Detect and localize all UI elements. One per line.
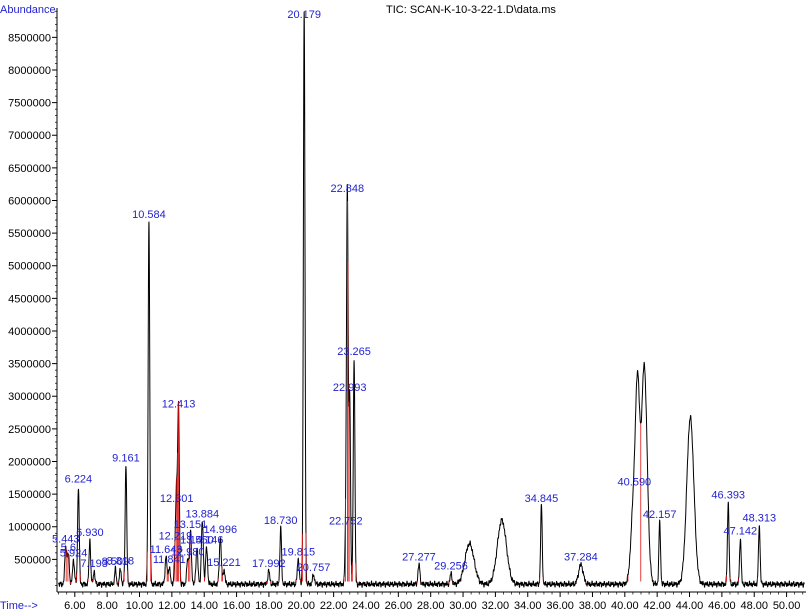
y-tick-label: 1000000 [8, 522, 51, 534]
x-tick-label: 18.00 [255, 600, 283, 612]
x-tick-label: 22.00 [320, 600, 348, 612]
peak-label: 5.924 [60, 548, 88, 560]
y-tick-label: 8500000 [8, 32, 51, 44]
peak-label: 6.930 [76, 527, 104, 539]
peak-label: 17.992 [252, 558, 286, 570]
peak-label: 42.157 [643, 509, 677, 521]
peak-label: 29.256 [434, 561, 468, 573]
y-tick-label: 500000 [14, 554, 51, 566]
y-tick-label: 6500000 [8, 163, 51, 175]
y-tick-label: 3000000 [8, 391, 51, 403]
peak-label: 46.393 [711, 490, 745, 502]
tic-trace [58, 11, 805, 588]
y-tick-label: 2500000 [8, 424, 51, 436]
x-tick-label: 46.00 [708, 600, 736, 612]
x-tick-label: 10.00 [126, 600, 154, 612]
peak-label: 37.284 [564, 552, 598, 564]
peak-label: 7.193 [80, 558, 108, 570]
peak-label: 47.142 [724, 525, 758, 537]
x-tick-label: 34.00 [514, 600, 542, 612]
axes: 500000 1000000 1500000 2000000 2500000 300000… [8, 8, 806, 612]
peak-label: 11.841 [153, 554, 186, 566]
peak-label: 40.590 [618, 477, 652, 489]
peak-label: 6.224 [65, 473, 93, 485]
trace-group [58, 11, 805, 588]
peak-label: 12.219 [159, 531, 193, 543]
x-tick-label: 50.00 [773, 600, 801, 612]
x-tick-label: 16.00 [223, 600, 251, 612]
peak-label: 12.413 [162, 398, 196, 410]
peak-label: 8.818 [107, 556, 135, 568]
peak-label: 20.757 [297, 562, 331, 574]
y-tick-label: 1500000 [8, 489, 51, 501]
x-tick-label: 8.00 [96, 600, 117, 612]
x-tick-label: 40.00 [611, 600, 639, 612]
peak-label: 20.179 [287, 9, 321, 21]
x-axis-label: Time--> [0, 600, 38, 612]
chart-title: TIC: SCAN-K-10-3-22-1.D\data.ms [386, 4, 556, 16]
y-tick-label: 6000000 [8, 195, 51, 207]
x-tick-label: 36.00 [546, 600, 574, 612]
peak-label: 5.443 [52, 533, 80, 545]
peak-label: 13.550 [180, 535, 214, 547]
peak-label: 23.265 [337, 346, 371, 358]
x-tick-label: 42.00 [643, 600, 671, 612]
peak-label: 13.151 [174, 519, 208, 531]
peak-label: 34.845 [525, 493, 559, 505]
x-tick-label: 28.00 [417, 600, 445, 612]
x-tick-label: 14.00 [190, 600, 218, 612]
peak-label: 10.584 [132, 209, 166, 221]
peak-label: 8.509 [102, 556, 130, 568]
peak-label: 22.752 [329, 516, 363, 528]
x-tick-label: 30.00 [449, 600, 477, 612]
x-tick-label: 6.00 [64, 600, 85, 612]
x-tick-label: 32.00 [482, 600, 510, 612]
x-tick-label: 24.00 [352, 600, 380, 612]
y-tick-label: 5000000 [8, 261, 51, 273]
peak-label: 15.221 [207, 557, 241, 569]
peak-label: 22.993 [333, 382, 367, 394]
x-tick-label: 38.00 [579, 600, 607, 612]
peak-label: 48.313 [742, 512, 776, 524]
x-tick-label: 48.00 [740, 600, 768, 612]
peak-label: 22.848 [331, 183, 365, 195]
peak-label: 9.161 [112, 452, 140, 464]
y-tick-label: 3500000 [8, 359, 51, 371]
y-tick-label: 7500000 [8, 98, 51, 110]
peak-label: 12.980 [171, 546, 205, 558]
peak-label: 12.301 [160, 493, 194, 505]
x-tick-label: 44.00 [676, 600, 704, 612]
y-tick-label: 5500000 [8, 228, 51, 240]
peak-label: 19.815 [281, 546, 315, 558]
peak-label: 11.643 [150, 544, 183, 556]
peak-label: 14.146 [190, 535, 224, 547]
peak-label: 5.6 [61, 542, 76, 554]
y-tick-label: 4500000 [8, 293, 51, 305]
peak-label: 18.730 [264, 515, 298, 527]
y-tick-label: 2000000 [8, 456, 51, 468]
peak-label: 14.996 [203, 524, 237, 536]
peak-label: 27.277 [402, 552, 436, 564]
y-tick-label: 7000000 [8, 130, 51, 142]
peak-label: 13.884 [186, 509, 220, 521]
y-tick-label: 4000000 [8, 326, 51, 338]
y-axis-label: Abundance [0, 4, 56, 16]
y-tick-label: 8000000 [8, 65, 51, 77]
x-tick-label: 26.00 [385, 600, 413, 612]
x-tick-label: 20.00 [288, 600, 316, 612]
x-tick-label: 12.00 [158, 600, 186, 612]
